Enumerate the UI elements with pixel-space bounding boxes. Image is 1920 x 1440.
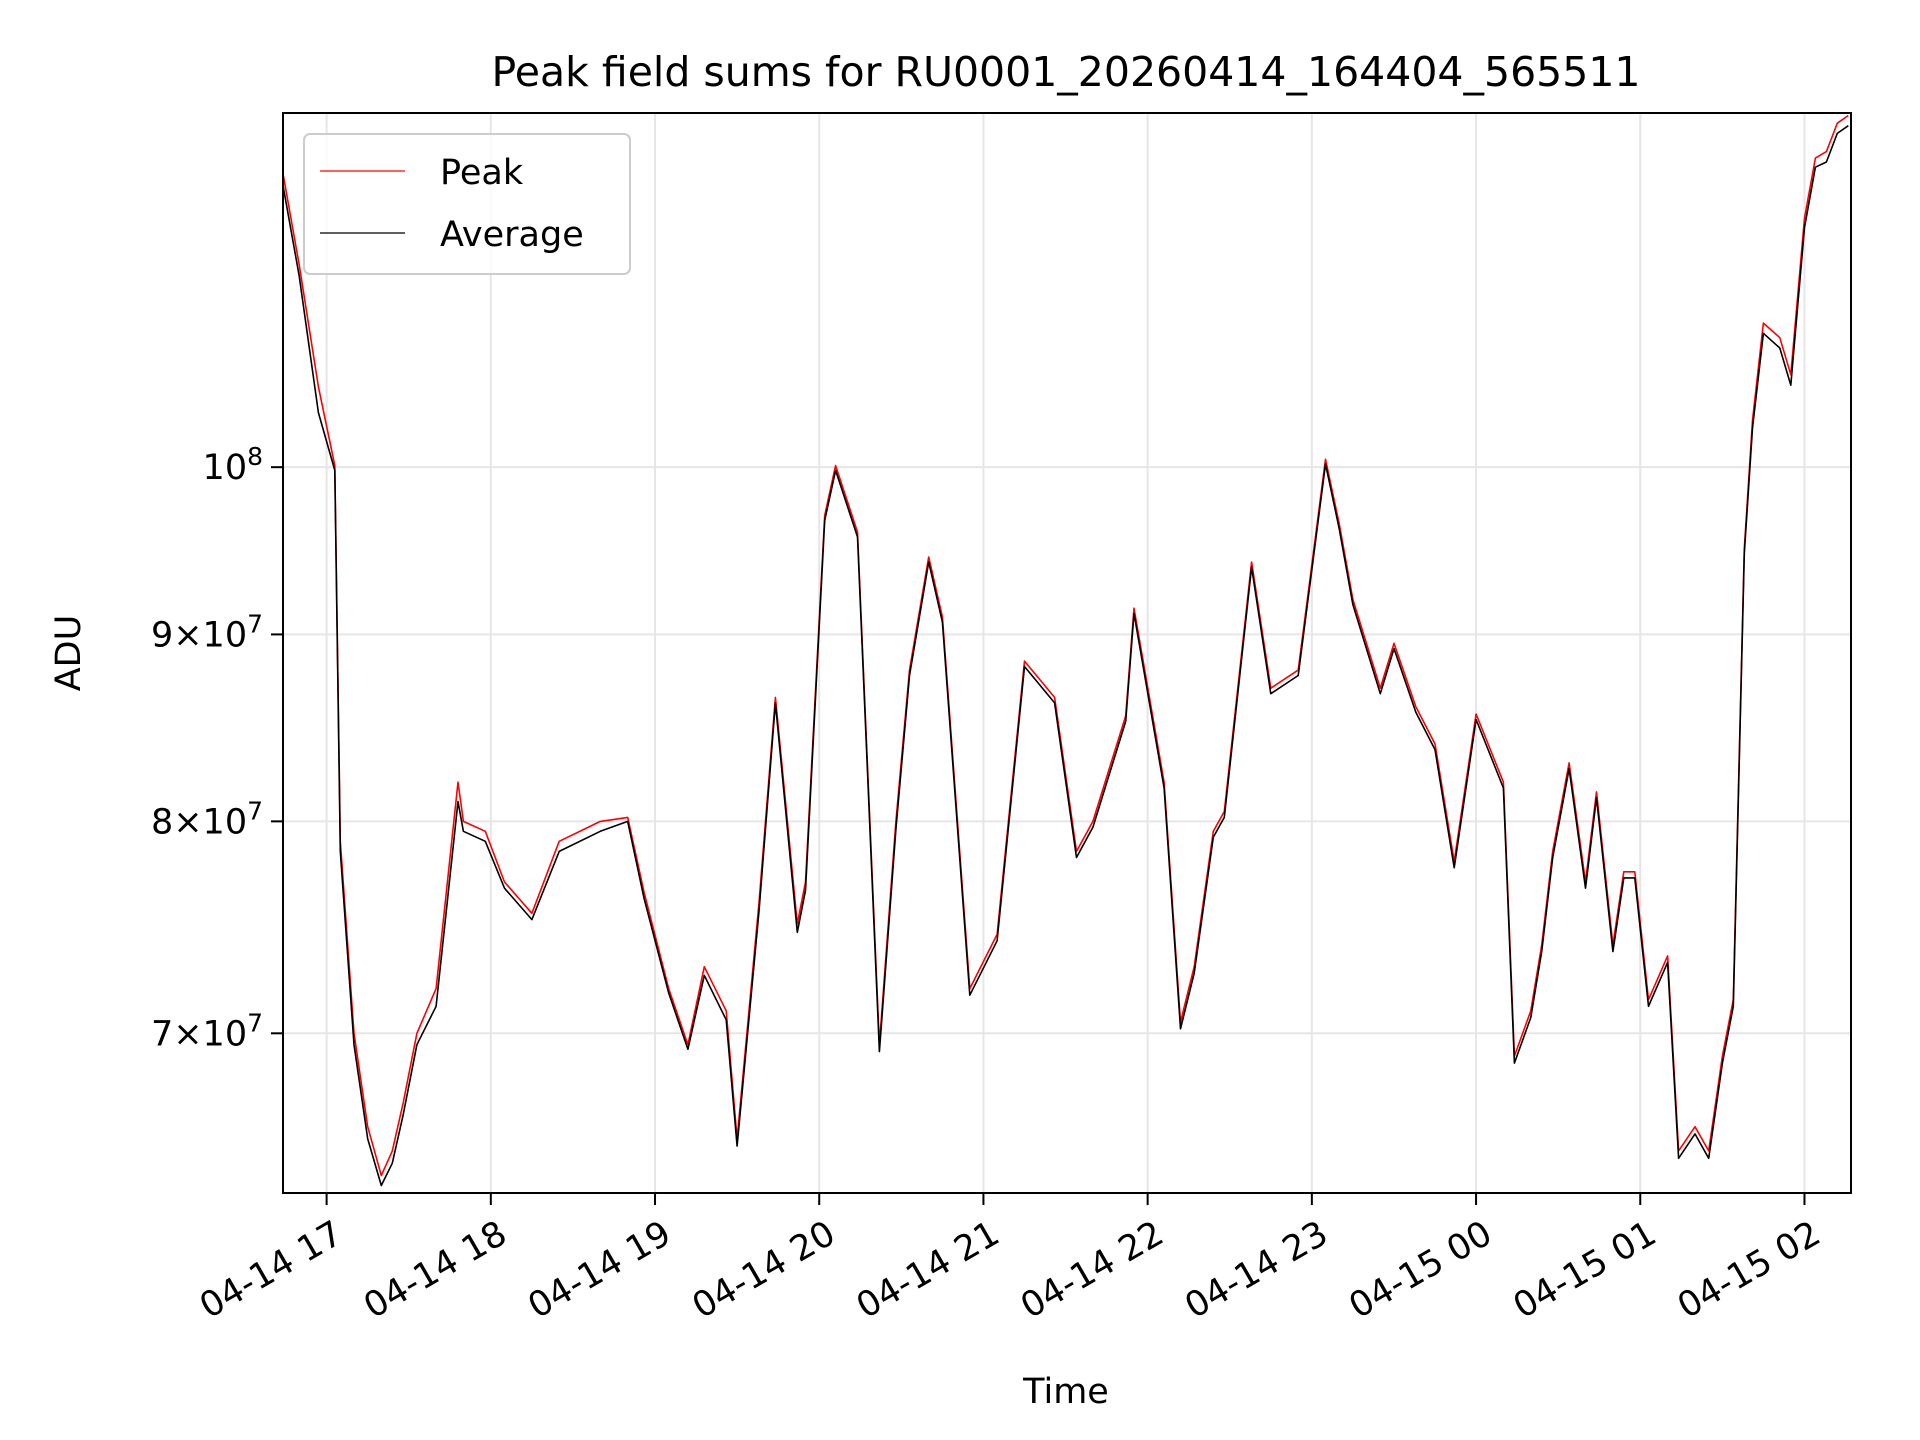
series-lines: [282, 114, 1849, 1187]
y-tick-label: 7×107: [151, 1008, 263, 1054]
y-tick-label: 108: [203, 442, 263, 488]
series-line-average: [282, 125, 1849, 1187]
legend-box: [303, 133, 631, 275]
legend-label-peak: Peak: [440, 153, 524, 193]
legend-label-average: Average: [440, 215, 584, 255]
y-tick-label: 8×107: [151, 796, 263, 842]
y-axis-ticks: 7×107 8×107 9×107 108: [151, 442, 283, 1054]
y-tick-label: 9×107: [151, 609, 263, 655]
chart-title: Peak field sums for RU0001_20260414_1644…: [491, 48, 1640, 96]
grid-lines: [283, 113, 1851, 1193]
y-axis-label: ADU: [49, 615, 89, 692]
x-axis-label: Time: [1022, 1372, 1109, 1412]
legend: Peak Average: [303, 133, 631, 275]
plot-area-frame: [282, 112, 1852, 1194]
series-line-peak: [282, 114, 1849, 1177]
